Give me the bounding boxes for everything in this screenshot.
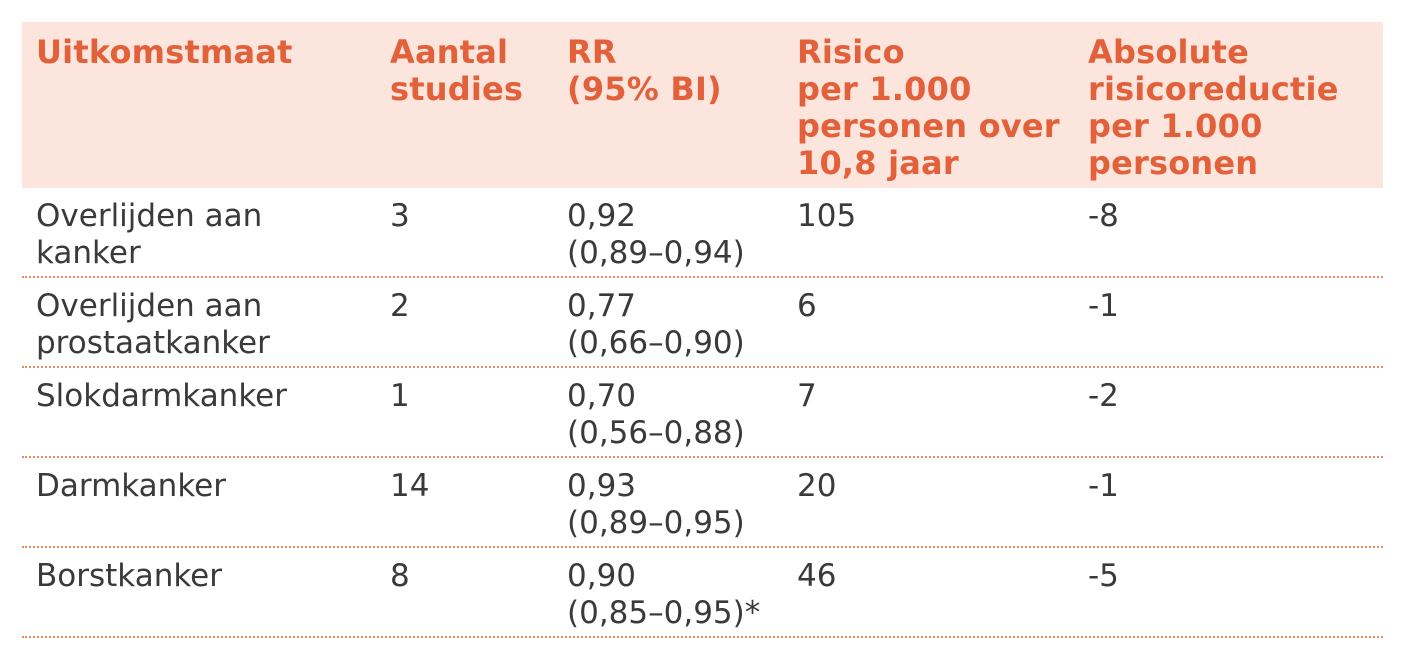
cell-uitkomstmaat: Darmkanker: [36, 468, 226, 504]
cell-aantal-studies: 8: [390, 558, 410, 594]
cell-uitkomstmaat: Overlijden aan prostaatkanker: [36, 288, 270, 361]
cell-risico: 46: [797, 558, 837, 594]
cell-aantal-studies: 3: [390, 198, 410, 234]
cell-risico: 7: [797, 378, 817, 414]
header-absolute-risicoreductie: Absolute risicoreductie per 1.000 person…: [1088, 33, 1339, 182]
cell-risicoreductie: -1: [1088, 468, 1119, 504]
cell-risicoreductie: -5: [1088, 558, 1119, 594]
cell-risicoreductie: -2: [1088, 378, 1119, 414]
cell-risico: 105: [797, 198, 857, 234]
cell-aantal-studies: 14: [390, 468, 430, 504]
cell-risicoreductie: -1: [1088, 288, 1119, 324]
cell-rr: 0,92 (0,89–0,94): [567, 198, 745, 271]
outcomes-table: Uitkomstmaat Aantal studies RR (95% BI) …: [22, 22, 1383, 638]
cell-risicoreductie: -8: [1088, 198, 1119, 234]
cell-aantal-studies: 1: [390, 378, 410, 414]
header-uitkomstmaat: Uitkomstmaat: [36, 33, 293, 71]
cell-uitkomstmaat: Slokdarmkanker: [36, 378, 287, 414]
cell-aantal-studies: 2: [390, 288, 410, 324]
cell-rr: 0,90 (0,85–0,95)*: [567, 558, 761, 631]
cell-uitkomstmaat: Overlijden aan kanker: [36, 198, 263, 271]
table-header: Uitkomstmaat Aantal studies RR (95% BI) …: [22, 22, 1383, 188]
table-row: Darmkanker 14 0,93 (0,89–0,95) 20 -1: [22, 458, 1383, 548]
cell-rr: 0,70 (0,56–0,88): [567, 378, 745, 451]
header-aantal-studies: Aantal studies: [390, 33, 524, 108]
header-rr: RR (95% BI): [567, 33, 722, 108]
header-risico: Risico per 1.000 personen over 10,8 jaar: [797, 33, 1060, 182]
cell-risico: 6: [797, 288, 817, 324]
cell-uitkomstmaat: Borstkanker: [36, 558, 222, 594]
table-row: Borstkanker 8 0,90 (0,85–0,95)* 46 -5: [22, 548, 1383, 638]
cell-rr: 0,93 (0,89–0,95): [567, 468, 745, 541]
cell-risico: 20: [797, 468, 837, 504]
cell-rr: 0,77 (0,66–0,90): [567, 288, 745, 361]
table-row: Overlijden aan prostaatkanker 2 0,77 (0,…: [22, 278, 1383, 368]
table-row: Slokdarmkanker 1 0,70 (0,56–0,88) 7 -2: [22, 368, 1383, 458]
table-row: Overlijden aan kanker 3 0,92 (0,89–0,94)…: [22, 188, 1383, 278]
